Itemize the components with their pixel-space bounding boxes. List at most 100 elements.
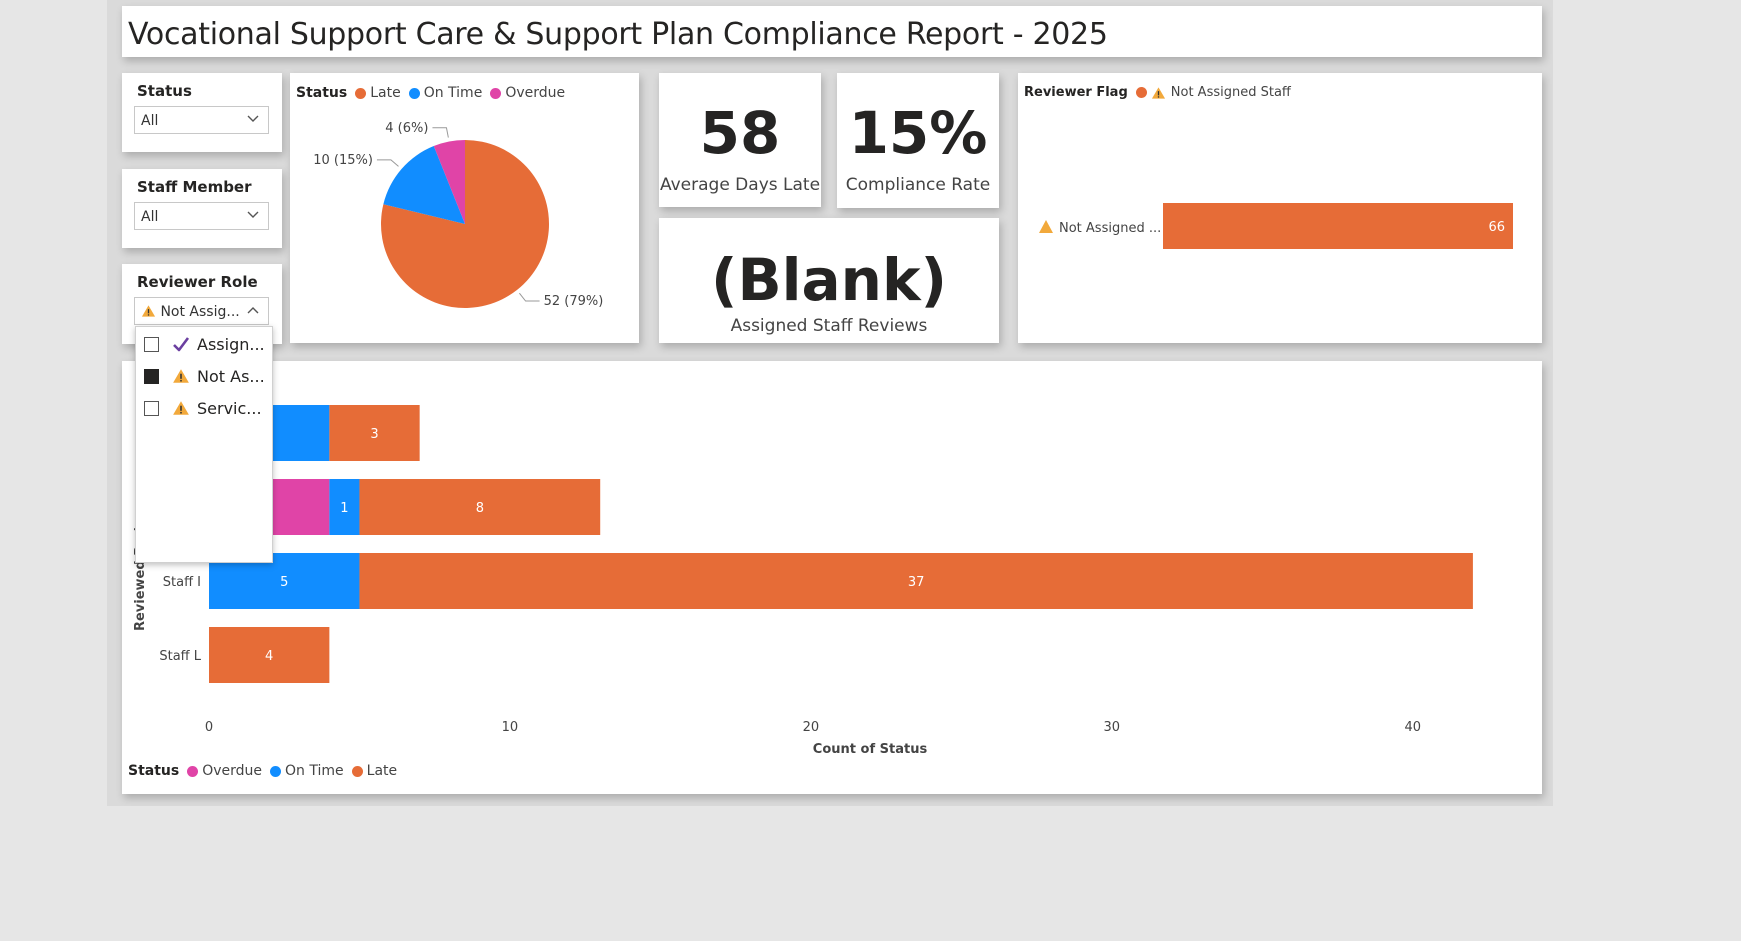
legend-dot bbox=[351, 765, 363, 777]
legend-item-on-time[interactable]: On Time bbox=[270, 763, 344, 779]
checkbox-checked[interactable] bbox=[144, 368, 159, 384]
warning-icon bbox=[1039, 220, 1053, 233]
bar-data-label: 1 bbox=[340, 501, 348, 516]
legend-item-on-time[interactable]: On Time bbox=[408, 85, 483, 101]
status-slicer: Status All bbox=[122, 73, 282, 152]
pie-slice-on-time[interactable] bbox=[383, 146, 465, 224]
slicer-label: Status bbox=[137, 82, 192, 100]
kpi-label: Assigned Staff Reviews bbox=[730, 316, 928, 336]
status-dropdown[interactable]: All bbox=[134, 106, 269, 134]
status-pie-card: Status Late On Time Overdue 52 (79%) 10 (… bbox=[290, 73, 639, 343]
x-axis-title: Count of Status bbox=[813, 742, 928, 757]
legend-item-overdue[interactable]: Overdue bbox=[187, 763, 262, 779]
reviewer-flag-chart: 66 Not Assigned ... bbox=[1039, 203, 1513, 249]
legend-item-late[interactable]: Late bbox=[355, 85, 401, 101]
status-legend: Status Overdue On Time Late bbox=[128, 763, 405, 779]
bar-data-label: 66 bbox=[1488, 220, 1505, 235]
chevron-up-icon bbox=[247, 307, 259, 314]
reviewer-role-value: Not Assig... bbox=[160, 304, 240, 320]
legend-label: Overdue bbox=[202, 763, 263, 779]
check-icon bbox=[173, 337, 190, 352]
checkbox[interactable] bbox=[144, 336, 159, 352]
staff-member-dropdown[interactable]: All bbox=[134, 202, 269, 230]
bar-segment-on-time[interactable] bbox=[329, 479, 360, 535]
chevron-down-icon bbox=[247, 115, 259, 122]
legend-dot bbox=[490, 87, 502, 99]
bar-data-label: 4 bbox=[265, 649, 273, 664]
category-label: Not Assigned ... bbox=[1039, 220, 1161, 236]
checkbox[interactable] bbox=[144, 400, 159, 416]
slicer-value: All bbox=[141, 209, 159, 225]
legend-dot bbox=[270, 765, 282, 777]
legend-label: Overdue bbox=[505, 85, 566, 101]
option-assigned[interactable]: Assign... bbox=[144, 331, 265, 357]
bar-segment-late[interactable] bbox=[209, 627, 330, 683]
reviewer-role-dropdown[interactable]: Not Assig... bbox=[134, 297, 269, 325]
slicer-label: Reviewer Role bbox=[137, 273, 258, 291]
pie-leader-line bbox=[376, 159, 399, 167]
reviewer-flag-legend: Reviewer Flag Not Assigned Staff bbox=[1024, 85, 1299, 100]
bar-data-label: 3 bbox=[370, 427, 378, 442]
legend-label: On Time bbox=[423, 85, 483, 101]
pie-leader-line bbox=[432, 127, 449, 138]
legend-item-late[interactable]: Late bbox=[351, 763, 398, 779]
kpi-assigned-staff-reviews: (Blank) Assigned Staff Reviews bbox=[659, 218, 999, 343]
legend-dot bbox=[1135, 87, 1147, 98]
reviewer-role-options: Assign... Not As... Servic... bbox=[135, 326, 273, 563]
kpi-average-days-late: 58 Average Days Late bbox=[659, 73, 821, 207]
x-tick-label: 10 bbox=[502, 720, 519, 735]
staff-member-slicer: Staff Member All bbox=[122, 169, 282, 248]
warning-icon bbox=[141, 305, 156, 317]
bar-segment-late[interactable] bbox=[329, 405, 420, 461]
x-tick-label: 20 bbox=[803, 720, 820, 735]
x-tick-label: 30 bbox=[1104, 720, 1121, 735]
kpi-value: 58 bbox=[699, 99, 781, 167]
kpi-compliance-rate: 15% Compliance Rate bbox=[837, 73, 999, 208]
pie-slice-overdue[interactable] bbox=[433, 140, 465, 224]
option-service[interactable]: Servic... bbox=[144, 395, 262, 421]
legend-title: Status bbox=[296, 85, 348, 101]
option-label: Assign... bbox=[197, 334, 265, 354]
legend-dot bbox=[355, 87, 367, 99]
legend-item-overdue[interactable]: Overdue bbox=[490, 85, 565, 101]
bar-data-label: 5 bbox=[280, 575, 288, 590]
kpi-label: Average Days Late bbox=[659, 175, 821, 195]
bar-segment-late[interactable] bbox=[359, 479, 601, 535]
warning-icon bbox=[173, 369, 189, 383]
bar-segment-late[interactable] bbox=[359, 553, 1473, 609]
y-tick-label: Staff I bbox=[163, 575, 201, 590]
x-tick-label: 40 bbox=[1404, 720, 1421, 735]
y-tick-label: Staff L bbox=[159, 649, 201, 664]
legend-label: On Time bbox=[285, 763, 344, 779]
title-card: Vocational Support Care & Support Plan C… bbox=[122, 6, 1542, 57]
legend-label: Not Assigned Staff bbox=[1170, 85, 1291, 100]
slicer-label: Staff Member bbox=[137, 178, 252, 196]
slicer-value: Not Assig... bbox=[141, 304, 240, 320]
bar-not-assigned[interactable] bbox=[1163, 203, 1513, 249]
chevron-down-icon bbox=[247, 211, 259, 218]
reviewer-role-slicer: Reviewer Role Not Assig... bbox=[122, 264, 282, 344]
legend-label: Late bbox=[370, 85, 401, 101]
kpi-label: Compliance Rate bbox=[845, 175, 991, 195]
pie-legend: Status Late On Time Overdue bbox=[296, 85, 573, 101]
pie-data-label: 4 (6%) bbox=[385, 121, 428, 136]
option-label: Not As... bbox=[197, 366, 265, 386]
legend-label: Late bbox=[366, 763, 398, 779]
legend-dot bbox=[408, 87, 420, 99]
option-not-assigned[interactable]: Not As... bbox=[144, 363, 265, 389]
pie-data-label: 52 (79%) bbox=[544, 294, 604, 309]
reviewed-by-card: 3 1 8 5 37 Staff I 4 Staff L 0 10 20 30 40 Count of S… bbox=[122, 361, 1542, 794]
pie-leader-line bbox=[519, 292, 540, 302]
pie-data-label: 10 (15%) bbox=[313, 153, 373, 168]
slicer-value: All bbox=[141, 113, 159, 129]
kpi-value: (Blank) bbox=[710, 246, 948, 314]
legend-title: Reviewer Flag bbox=[1024, 85, 1128, 100]
warning-icon bbox=[173, 401, 189, 415]
kpi-value: 15% bbox=[848, 99, 988, 167]
bar-data-label: 37 bbox=[908, 575, 925, 590]
x-tick-label: 0 bbox=[205, 720, 213, 735]
legend-dot bbox=[187, 765, 199, 777]
category-text: Not Assigned ... bbox=[1059, 221, 1161, 236]
legend-item-not-assigned[interactable]: Not Assigned Staff bbox=[1135, 85, 1291, 100]
reviewed-by-chart: 3 1 8 5 37 Staff I 4 Staff L 0 10 20 30 40 Count of S… bbox=[133, 405, 1473, 757]
